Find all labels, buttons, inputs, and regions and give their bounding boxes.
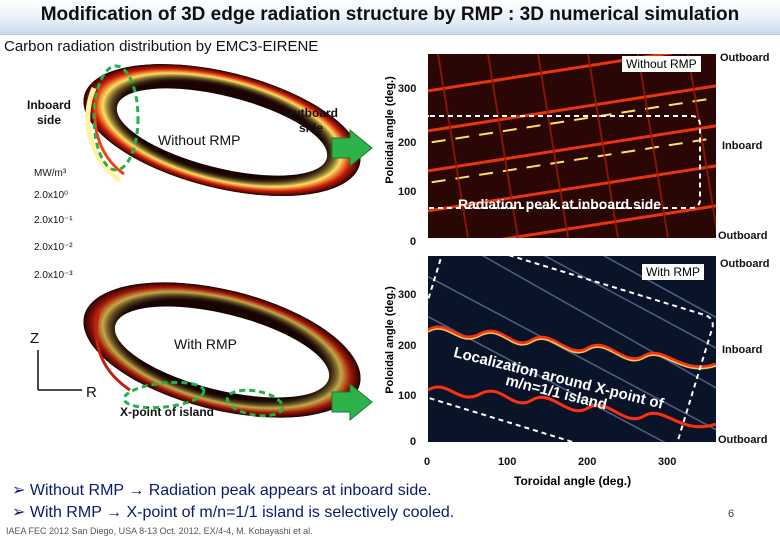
bottom-plot-inboard: Inboard (722, 344, 763, 356)
plot-without-rmp-image (428, 54, 716, 238)
bottom-ytick-0: 0 (410, 436, 417, 448)
plot-with-rmp-image (428, 256, 716, 442)
title-bar (0, 0, 780, 35)
bottom-ytick-200: 200 (398, 340, 417, 352)
plot-with-rmp (428, 256, 716, 442)
outboard-side-label: Outboard side (284, 106, 338, 135)
top-plot-ylabel: Poloidal angle (deg.) (384, 76, 396, 184)
colorbar-unit: MW/m³ (34, 168, 67, 179)
inboard-side-label: Inboard side (27, 98, 71, 127)
bullet-2: ➢ With RMP → X-point of m/n=1/1 island i… (12, 504, 455, 521)
bullet-1: ➢ Without RMP → Radiation peak appears a… (12, 482, 432, 499)
top-plot-inboard: Inboard (722, 140, 763, 152)
bottom-plot-panel-label: With RMP (642, 264, 704, 280)
x-point-ellipse-right (225, 388, 285, 418)
slide-title: Modification of 3D edge radiation struct… (40, 4, 740, 25)
xtick-0: 0 (424, 456, 431, 468)
xtick-300: 300 (658, 456, 677, 468)
colorbar-level-2: 2.0x10⁻² (34, 242, 73, 253)
page-number: 6 (728, 508, 735, 520)
top-ytick-0: 0 (410, 236, 417, 248)
top-plot-outboard-bottom: Outboard (718, 230, 768, 242)
bottom-plot-outboard-top: Outboard (720, 258, 770, 270)
bottom-ytick-100: 100 (398, 390, 417, 402)
xtick-200: 200 (578, 456, 597, 468)
bottom-plot-outboard-bottom: Outboard (718, 434, 768, 446)
xtick-100: 100 (498, 456, 517, 468)
x-axis-label: Toroidal angle (deg.) (514, 474, 632, 488)
torus-without-rmp (83, 64, 361, 196)
top-ytick-300: 300 (398, 83, 417, 95)
slide-subtitle: Carbon radiation distribution by EMC3-EI… (4, 38, 319, 55)
footer-citation: IAEA FEC 2012 San Diego, USA 8-13 Oct. 2… (6, 526, 313, 536)
top-plot-annotation: Radiation peak at inboard side (458, 196, 662, 212)
x-point-label: X-point of island (120, 405, 214, 419)
colorbar-level-1: 2.0x10⁻¹ (34, 215, 73, 226)
with-rmp-left-label: With RMP (174, 336, 237, 352)
bullet-list: ➢ Without RMP → Radiation peak appears a… (12, 480, 454, 524)
top-plot-panel-label: Without RMP (622, 56, 701, 72)
r-axis-label: R (86, 384, 97, 401)
without-rmp-left-label: Without RMP (158, 132, 241, 148)
green-arrow-top (331, 128, 373, 168)
top-plot-outboard-top: Outboard (720, 52, 770, 64)
plot-without-rmp (428, 54, 716, 238)
colorbar-level-0: 2.0x10⁰ (34, 190, 69, 201)
bottom-ytick-300: 300 (398, 289, 417, 301)
colorbar-level-3: 2.0x10⁻³ (34, 270, 73, 281)
bottom-plot-ylabel: Poloidal angle (deg.) (384, 286, 396, 394)
top-ytick-100: 100 (398, 186, 417, 198)
top-ytick-200: 200 (398, 137, 417, 149)
x-point-ellipse-left (122, 380, 206, 410)
z-axis-label: Z (30, 330, 40, 347)
inboard-highlight-ellipse (92, 64, 140, 172)
cross-section-figure (37, 64, 373, 422)
green-arrow-bottom (331, 382, 373, 422)
